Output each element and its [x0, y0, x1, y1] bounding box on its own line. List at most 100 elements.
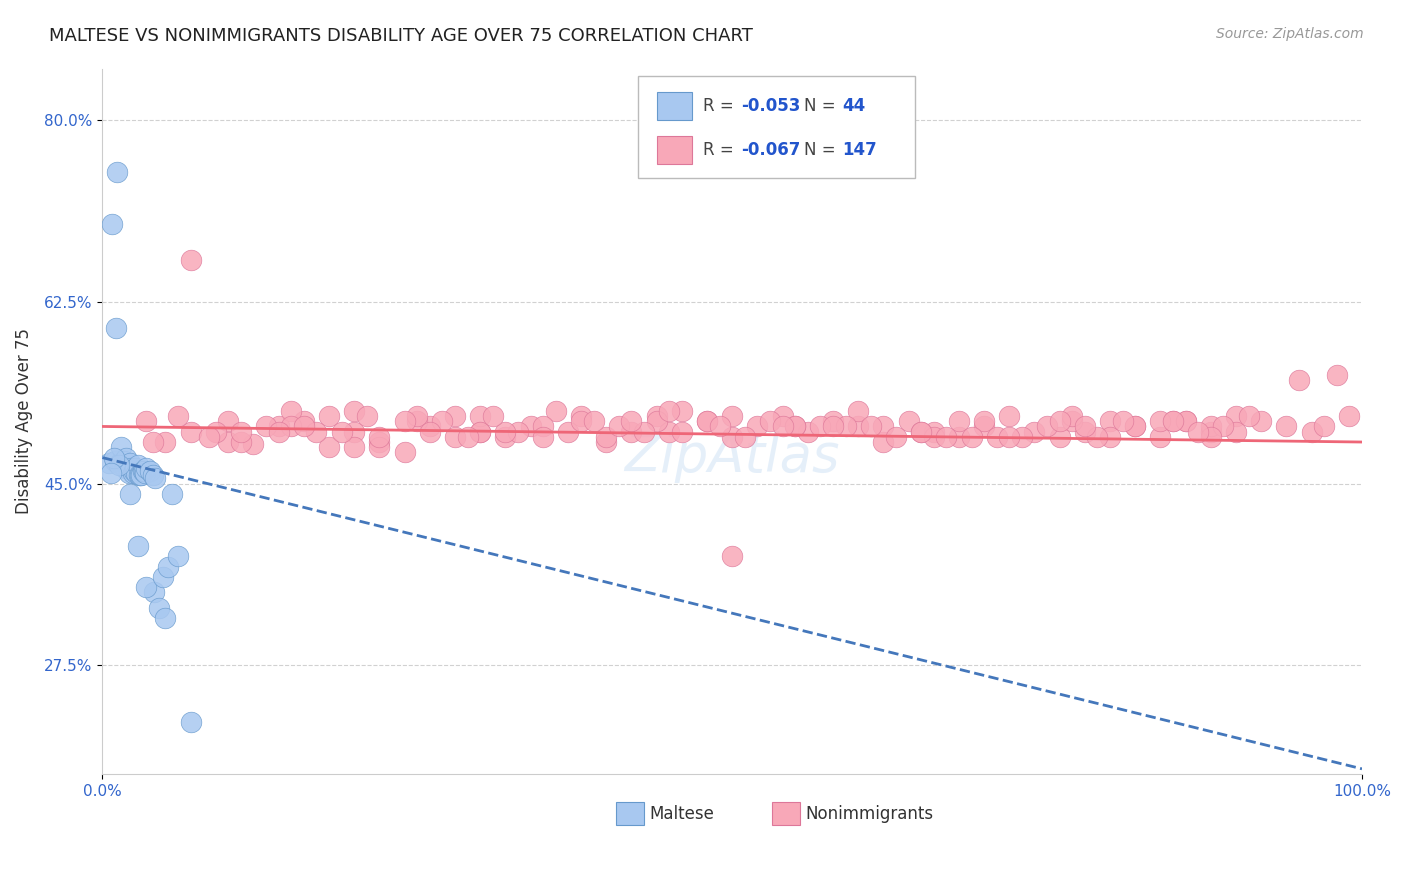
Point	[645, 409, 668, 423]
Point	[821, 414, 844, 428]
Point	[132, 464, 155, 478]
Point	[519, 419, 541, 434]
Point	[229, 435, 252, 450]
Point	[595, 435, 617, 450]
Point	[406, 414, 429, 428]
Point	[1074, 425, 1097, 439]
Point	[128, 468, 150, 483]
Point	[100, 466, 122, 480]
Point	[368, 430, 391, 444]
Point	[785, 419, 807, 434]
Point	[872, 419, 894, 434]
Point	[1099, 414, 1122, 428]
Point	[1225, 409, 1247, 423]
Point	[118, 466, 141, 480]
Point	[872, 435, 894, 450]
Point	[884, 430, 907, 444]
Point	[204, 425, 226, 439]
Point	[910, 425, 932, 439]
Point	[1313, 419, 1336, 434]
Point	[343, 425, 366, 439]
Point	[960, 430, 983, 444]
Point	[127, 458, 149, 472]
Point	[1288, 373, 1310, 387]
Point	[343, 404, 366, 418]
Point	[242, 437, 264, 451]
Point	[118, 456, 141, 470]
Point	[1049, 430, 1071, 444]
Point	[948, 414, 970, 428]
Point	[1212, 419, 1234, 434]
Point	[142, 468, 165, 483]
Point	[973, 419, 995, 434]
Point	[131, 464, 153, 478]
Text: Maltese: Maltese	[650, 805, 714, 822]
Text: N =: N =	[804, 141, 841, 159]
Point	[569, 414, 592, 428]
Point	[1237, 409, 1260, 423]
Point	[167, 549, 190, 563]
Text: Source: ZipAtlas.com: Source: ZipAtlas.com	[1216, 27, 1364, 41]
Point	[305, 425, 328, 439]
Point	[658, 425, 681, 439]
Point	[607, 419, 630, 434]
Point	[1011, 430, 1033, 444]
Point	[482, 409, 505, 423]
FancyBboxPatch shape	[772, 802, 800, 825]
Point	[1123, 419, 1146, 434]
Point	[582, 414, 605, 428]
Point	[394, 414, 416, 428]
Point	[1339, 409, 1361, 423]
Point	[1062, 414, 1084, 428]
Point	[117, 461, 139, 475]
Point	[118, 487, 141, 501]
Point	[105, 321, 128, 335]
Point	[721, 409, 744, 423]
Point	[470, 425, 492, 439]
Point	[114, 461, 136, 475]
Point	[531, 419, 554, 434]
Point	[444, 409, 467, 423]
Point	[152, 570, 174, 584]
Point	[330, 425, 353, 439]
Point	[129, 468, 152, 483]
Point	[1174, 414, 1197, 428]
Point	[112, 453, 135, 467]
Point	[1275, 419, 1298, 434]
Point	[267, 419, 290, 434]
Point	[897, 414, 920, 428]
Point	[131, 468, 153, 483]
Point	[155, 611, 177, 625]
Point	[110, 440, 132, 454]
Y-axis label: Disability Age Over 75: Disability Age Over 75	[15, 328, 32, 515]
Point	[394, 445, 416, 459]
Point	[998, 430, 1021, 444]
Point	[343, 440, 366, 454]
Point	[156, 559, 179, 574]
FancyBboxPatch shape	[616, 802, 644, 825]
Point	[125, 466, 148, 480]
Point	[444, 430, 467, 444]
Point	[292, 419, 315, 434]
Point	[1149, 430, 1171, 444]
Point	[1174, 414, 1197, 428]
Point	[419, 425, 441, 439]
Point	[1199, 419, 1222, 434]
Point	[179, 253, 201, 268]
Point	[406, 409, 429, 423]
Point	[101, 217, 124, 231]
Point	[1326, 368, 1348, 382]
Point	[1024, 425, 1046, 439]
Point	[494, 430, 516, 444]
Point	[432, 414, 454, 428]
Point	[148, 601, 170, 615]
Point	[108, 456, 131, 470]
Point	[1111, 414, 1133, 428]
Point	[721, 430, 744, 444]
Point	[531, 430, 554, 444]
Point	[557, 425, 579, 439]
Point	[120, 461, 142, 475]
Point	[846, 404, 869, 418]
Point	[658, 404, 681, 418]
Point	[721, 549, 744, 563]
